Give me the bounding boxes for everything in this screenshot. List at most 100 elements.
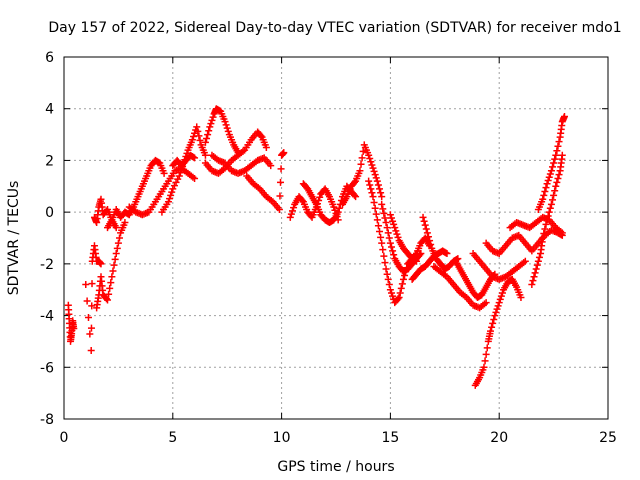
data-point xyxy=(276,192,284,200)
data-point xyxy=(379,246,387,254)
data-point xyxy=(376,185,384,193)
data-point xyxy=(386,211,394,219)
data-point xyxy=(172,178,180,186)
data-point xyxy=(482,350,490,358)
data-point xyxy=(209,113,217,121)
data-point xyxy=(372,174,380,182)
data-point xyxy=(298,197,306,205)
series-trace-za xyxy=(534,112,568,214)
data-point xyxy=(547,200,555,208)
data-point xyxy=(112,224,120,232)
data-point xyxy=(114,239,122,247)
data-point xyxy=(558,229,566,237)
data-point xyxy=(378,239,386,247)
data-point xyxy=(490,315,498,323)
data-point xyxy=(267,162,275,170)
series-trace-w xyxy=(469,250,529,283)
data-point xyxy=(371,171,379,179)
series-trace-b xyxy=(82,242,105,354)
data-point xyxy=(370,198,378,206)
data-point xyxy=(394,233,402,241)
data-point xyxy=(555,138,563,146)
data-point xyxy=(316,193,324,201)
data-point xyxy=(411,251,419,259)
data-point xyxy=(358,154,366,162)
chart-title: Day 157 of 2022, Sidereal Day-to-day VTE… xyxy=(48,20,621,36)
series-trace-r xyxy=(386,211,434,263)
data-point xyxy=(486,327,494,335)
data-point xyxy=(386,239,394,247)
data-point xyxy=(168,188,176,196)
data-point xyxy=(384,229,392,237)
data-point xyxy=(389,292,397,300)
data-point xyxy=(286,213,294,221)
data-point xyxy=(498,289,506,297)
series-trace-x xyxy=(471,275,525,389)
data-point xyxy=(422,225,430,233)
data-point xyxy=(365,151,373,159)
x-tick-label: 25 xyxy=(599,430,617,446)
data-point xyxy=(493,305,501,313)
data-point xyxy=(443,250,451,258)
data-point xyxy=(201,138,209,146)
data-point xyxy=(483,344,491,352)
data-point xyxy=(380,252,388,260)
axis-ticks xyxy=(63,56,609,420)
data-point xyxy=(367,158,375,166)
data-point xyxy=(334,208,342,216)
data-point xyxy=(262,144,270,151)
data-point xyxy=(109,267,117,275)
data-point xyxy=(368,161,376,169)
data-point xyxy=(107,279,115,287)
y-tick-label: 0 xyxy=(45,205,54,221)
data-point xyxy=(87,324,95,332)
data-point xyxy=(167,191,175,199)
data-point xyxy=(374,222,382,230)
data-point xyxy=(535,253,543,261)
data-point xyxy=(544,176,552,184)
data-point xyxy=(280,149,288,157)
x-axis-title: GPS time / hours xyxy=(277,459,394,475)
data-point xyxy=(176,169,184,177)
series-trace-o xyxy=(339,141,386,208)
data-point xyxy=(558,151,566,159)
series-trace-e xyxy=(104,156,168,232)
data-point xyxy=(367,185,375,193)
data-point xyxy=(553,178,561,186)
data-point xyxy=(373,216,381,224)
data-point xyxy=(552,182,560,190)
data-point xyxy=(382,265,390,273)
data-point xyxy=(383,224,391,232)
data-point xyxy=(160,169,168,177)
data-point xyxy=(366,154,374,162)
data-point xyxy=(555,171,563,179)
x-tick-label: 15 xyxy=(381,430,399,446)
data-point xyxy=(208,116,216,124)
data-point xyxy=(113,244,121,252)
series-trace-k xyxy=(208,151,275,177)
data-point xyxy=(389,247,397,255)
data-point xyxy=(399,275,407,283)
data-point xyxy=(420,217,428,225)
data-point xyxy=(275,206,283,214)
data-point xyxy=(381,214,389,222)
data-point xyxy=(539,234,547,242)
series-trace-z xyxy=(528,151,566,289)
tick-labels: 0 5 10 15 20 25 -8 -6 -4 -2 0 2 4 6 xyxy=(40,50,617,446)
data-point xyxy=(426,237,434,245)
data-point xyxy=(371,204,379,212)
data-point xyxy=(194,127,202,135)
data-point xyxy=(88,302,96,310)
data-point xyxy=(554,175,562,183)
data-point xyxy=(330,203,338,211)
data-point xyxy=(517,293,525,301)
data-point xyxy=(496,295,504,303)
data-point xyxy=(191,175,199,183)
data-point xyxy=(540,191,548,199)
data-point xyxy=(169,185,177,193)
data-point xyxy=(379,205,387,213)
data-point xyxy=(547,167,555,175)
data-point xyxy=(191,154,199,162)
data-point xyxy=(352,193,360,201)
